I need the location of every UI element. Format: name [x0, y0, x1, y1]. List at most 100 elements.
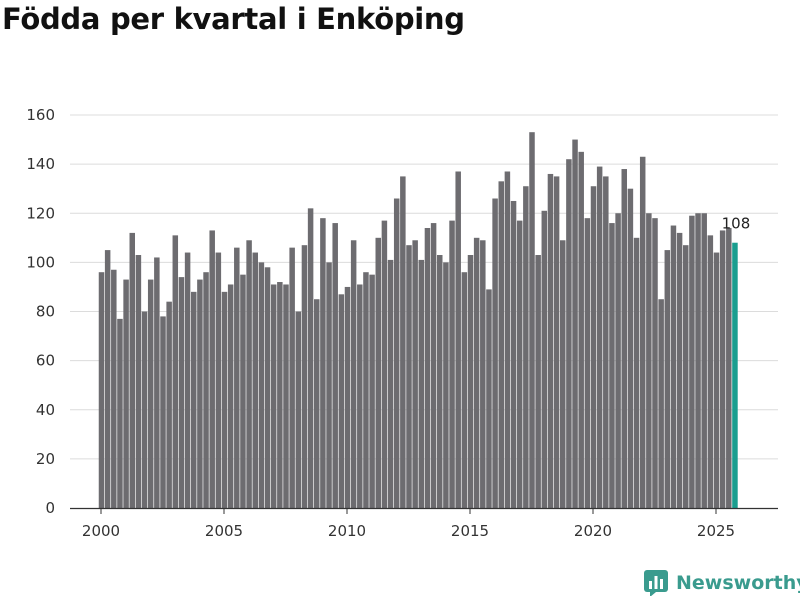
bar	[172, 235, 179, 509]
bar	[332, 223, 338, 508]
bar	[277, 282, 283, 508]
bar	[461, 272, 468, 508]
bar	[160, 316, 166, 508]
y-tick-label: 80	[36, 303, 55, 321]
bar	[289, 247, 295, 508]
y-tick-label: 120	[26, 204, 55, 222]
bar	[406, 245, 412, 508]
bar	[381, 220, 388, 508]
x-tick-label: 2000	[82, 522, 120, 540]
bars	[98, 132, 738, 509]
latest-value-label: 108	[722, 215, 751, 233]
newsworthy-logo-text: Newsworthy	[676, 572, 800, 594]
bar	[603, 176, 609, 508]
bar	[270, 284, 277, 508]
bar	[670, 225, 677, 508]
bar	[646, 213, 652, 508]
bar	[578, 151, 584, 508]
bar	[695, 213, 701, 508]
bar	[191, 291, 197, 508]
bar	[178, 277, 185, 508]
bar	[418, 259, 425, 508]
bar	[123, 279, 129, 508]
bar-chart: 0 20 40 60 80 100 120 140 160 2000 2005 2010 2015 202…	[26, 106, 778, 540]
bar	[320, 218, 326, 508]
bar	[621, 169, 627, 509]
x-tick-label: 2005	[205, 522, 243, 540]
bar	[572, 139, 578, 508]
bar	[473, 237, 480, 508]
bar	[504, 171, 511, 509]
y-tick-label: 100	[26, 253, 55, 271]
bar	[689, 215, 695, 508]
bar	[609, 223, 615, 508]
newsworthy-logo-icon	[644, 570, 668, 596]
y-tick-label: 40	[36, 401, 55, 419]
bar	[713, 252, 720, 508]
x-tick-label: 2015	[451, 522, 489, 540]
chart-title: Födda per kvartal i Enköping	[2, 2, 465, 36]
bar	[227, 284, 234, 508]
x-tick-label: 2020	[574, 522, 612, 540]
bar	[240, 274, 246, 508]
y-tick-label: 140	[26, 155, 55, 173]
bar	[141, 311, 148, 508]
bar	[430, 223, 437, 508]
bar	[221, 291, 228, 508]
bar	[498, 181, 504, 508]
bar	[344, 286, 351, 508]
newsworthy-logo: Newsworthy	[644, 570, 800, 596]
bar	[547, 173, 554, 508]
bar	[203, 272, 209, 508]
bar	[455, 171, 461, 509]
bar	[627, 188, 634, 508]
bar	[590, 186, 597, 509]
bar	[307, 208, 314, 508]
bar	[129, 232, 135, 508]
y-tick-label: 0	[45, 499, 55, 517]
bar-latest	[732, 242, 738, 508]
bar	[295, 311, 302, 508]
bar	[387, 259, 394, 508]
bar	[258, 262, 265, 509]
bar	[197, 279, 203, 508]
bar	[326, 262, 332, 509]
bar	[357, 284, 363, 508]
bar	[566, 159, 572, 508]
bar	[424, 227, 431, 509]
bar	[393, 198, 400, 508]
bar	[350, 240, 357, 508]
bar	[111, 269, 117, 508]
bar	[664, 250, 671, 508]
bar	[215, 252, 222, 508]
axes: 0 20 40 60 80 100 120 140 160 2000 2005 2010 2015 202…	[26, 106, 778, 540]
bar	[492, 198, 498, 508]
bar	[283, 284, 289, 508]
bar	[541, 210, 548, 509]
bar	[510, 200, 517, 508]
bar	[117, 318, 123, 508]
bar	[449, 220, 455, 508]
bar	[369, 274, 375, 508]
bar	[166, 301, 172, 508]
bar	[560, 240, 566, 508]
bar	[707, 235, 714, 509]
bar	[301, 245, 308, 508]
bar	[209, 230, 215, 508]
bar	[486, 289, 492, 508]
bar	[135, 255, 142, 508]
x-tick-label: 2010	[328, 522, 366, 540]
bar	[658, 299, 664, 508]
y-tick-label: 20	[36, 450, 55, 468]
bar	[523, 186, 529, 509]
bar	[535, 255, 541, 508]
bar	[719, 230, 726, 508]
bar	[443, 262, 449, 509]
bar	[584, 218, 591, 508]
bar	[154, 257, 160, 508]
y-tick-label: 60	[36, 352, 55, 370]
bar	[98, 272, 105, 508]
bar	[467, 255, 474, 508]
bar	[184, 252, 191, 508]
bar	[596, 166, 603, 508]
